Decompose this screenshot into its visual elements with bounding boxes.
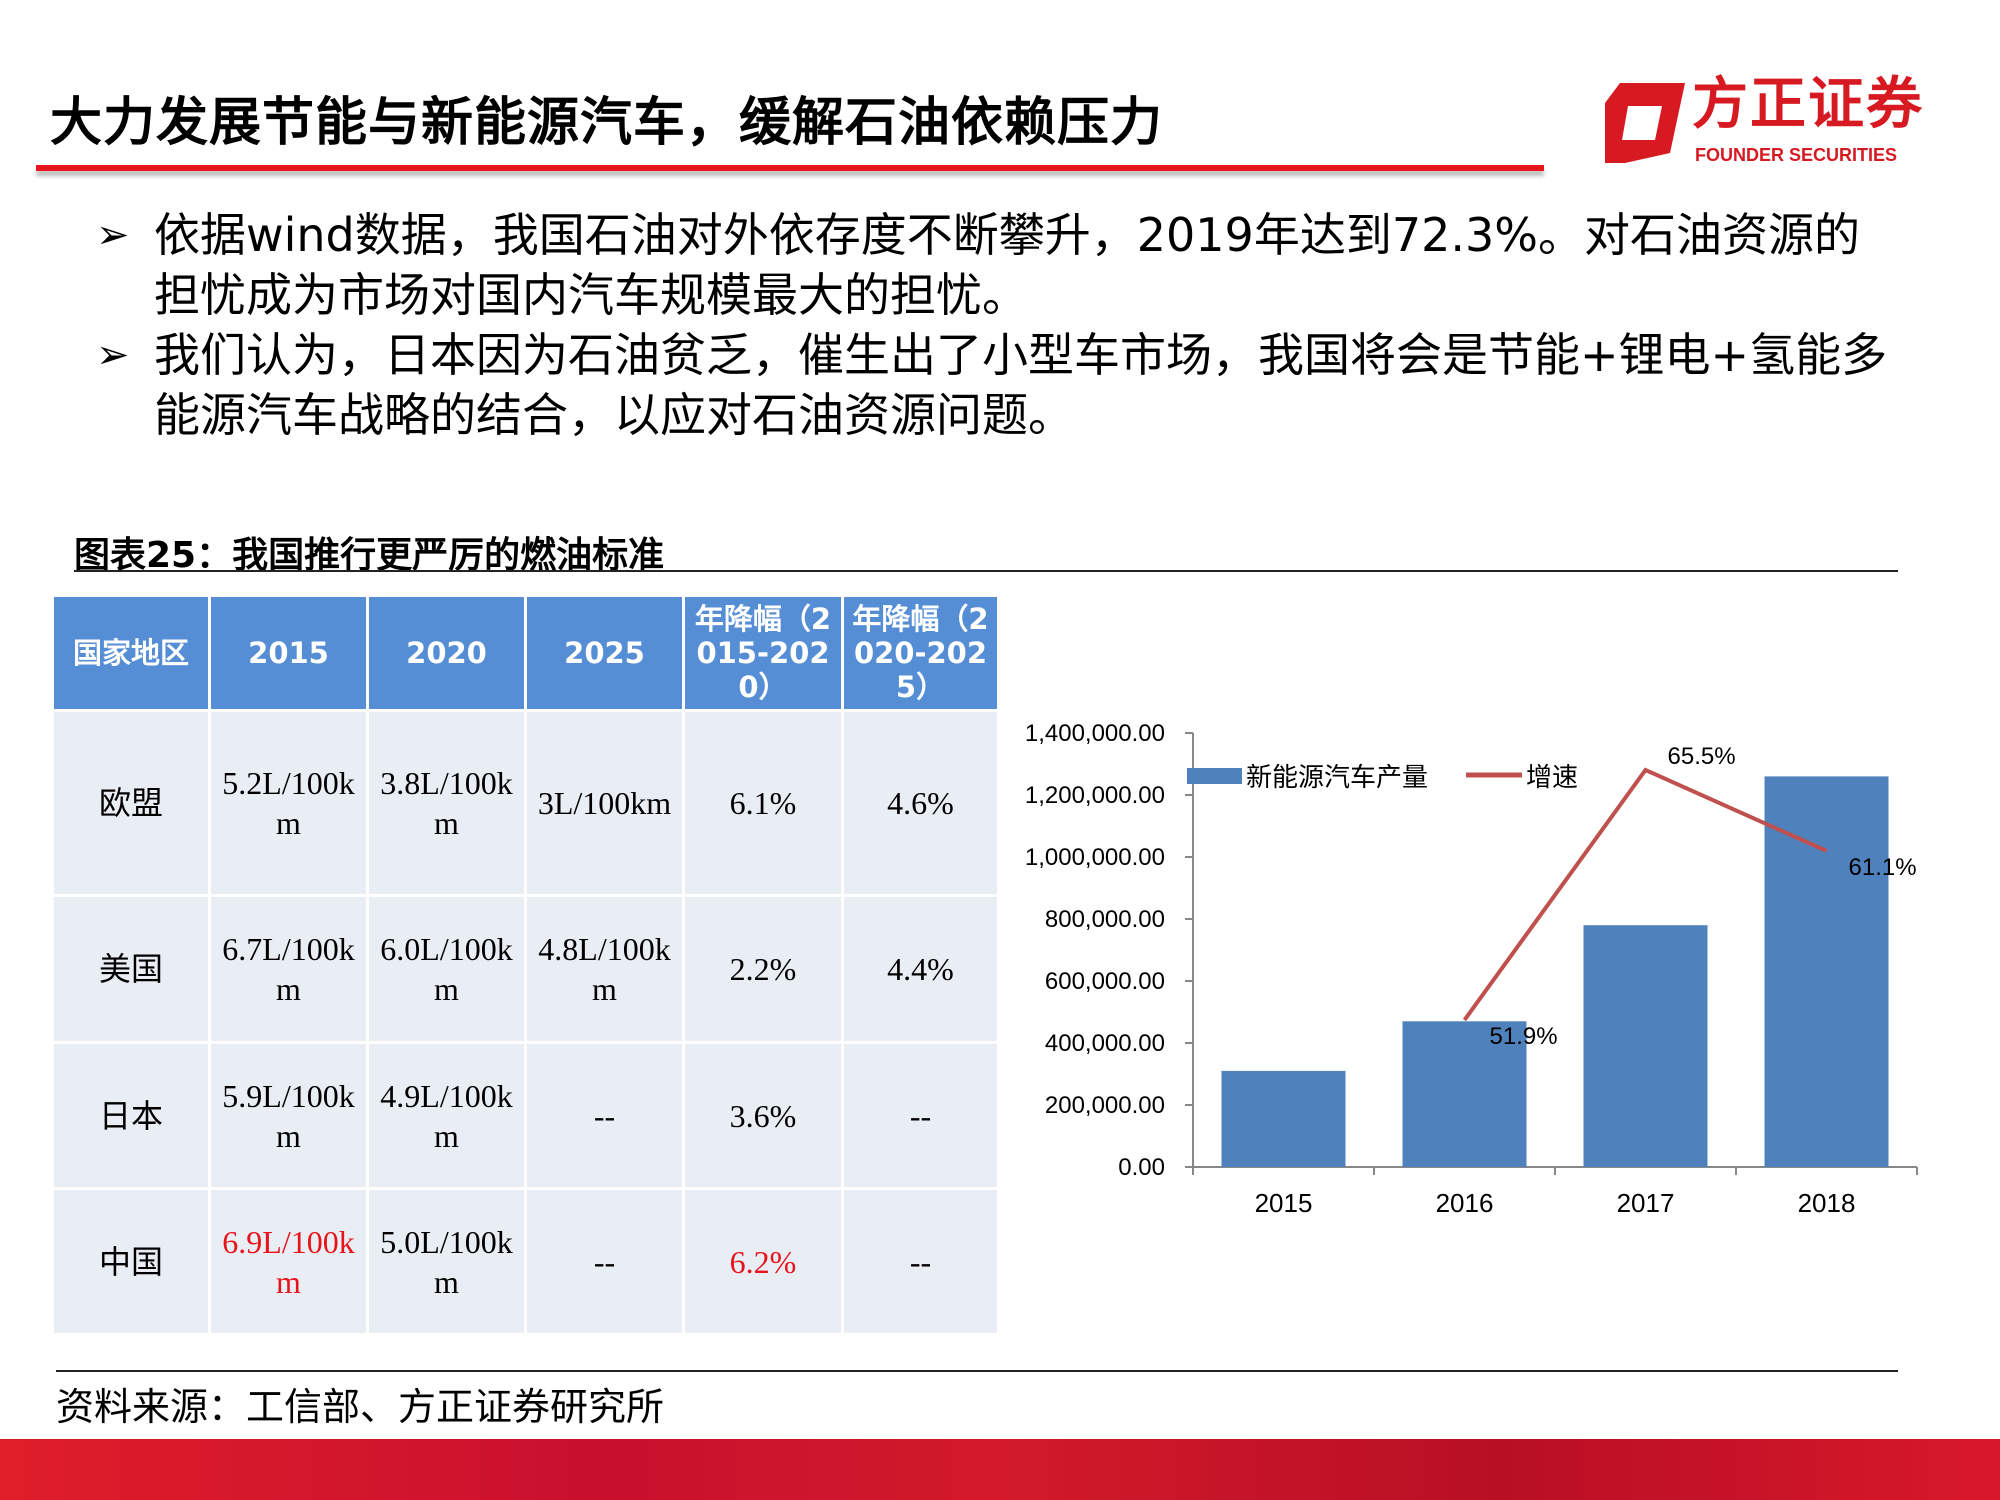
table-row: 欧盟 5.2L/100km 3.8L/100km 3L/100km 6.1% 4.6%: [51, 709, 1000, 897]
title-divider: [36, 165, 1544, 171]
x-tick-label: 2016: [1436, 1188, 1494, 1218]
x-tick-label: 2017: [1617, 1188, 1675, 1218]
y-tick-label: 200,000.00: [1045, 1092, 1165, 1119]
source-note: 资料来源：工信部、方正证券研究所: [56, 1385, 665, 1429]
page-title: 大力发展节能与新能源汽车，缓解石油依赖压力: [50, 93, 1164, 153]
table-cell: 4.4%: [841, 894, 1000, 1044]
bullet-list: ➢ 依据wind数据，我国石油对外依存度不断攀升，2019年达到72.3%。对石油…: [96, 205, 1896, 445]
table-cell: 6.2%: [682, 1187, 844, 1336]
y-tick-label: 800,000.00: [1045, 906, 1165, 933]
bar-2018: [1764, 776, 1889, 1167]
y-tick-label: 1,200,000.00: [1025, 782, 1165, 809]
table-cell: 3.8L/100km: [366, 709, 527, 897]
table-cell: 3.6%: [682, 1041, 844, 1190]
header-cell: 2020: [366, 594, 527, 712]
table-cell: 3L/100km: [524, 709, 685, 897]
bar-2016: [1402, 1021, 1527, 1167]
bullet-item: ➢ 依据wind数据，我国石油对外依存度不断攀升，2019年达到72.3%。对石油…: [96, 205, 1896, 325]
header-cell: 年降幅（2015-2020）: [682, 594, 844, 712]
bullet-item: ➢ 我们认为，日本因为石油贫乏，催生出了小型车市场，我国将会是节能+锂电+氢能多能…: [96, 325, 1896, 445]
bar-2015: [1221, 1070, 1346, 1167]
fuel-standard-table: 国家地区 2015 2020 2025 年降幅（2015-2020） 年降幅（2…: [51, 594, 1000, 1336]
y-tick-label: 400,000.00: [1045, 1030, 1165, 1057]
table-cell: 4.9L/100km: [366, 1041, 527, 1190]
header-cell: 2025: [524, 594, 685, 712]
bullet-text: 我们认为，日本因为石油贫乏，催生出了小型车市场，我国将会是节能+锂电+氢能多能源…: [154, 328, 1888, 442]
header-cell: 年降幅（2020-2025）: [841, 594, 1000, 712]
table-cell: --: [841, 1187, 1000, 1336]
logo: 方正证券 FOUNDER SECURITIES: [1600, 72, 1930, 168]
table-cell: 5.9L/100km: [208, 1041, 369, 1190]
header-cell: 国家地区: [51, 594, 211, 712]
logo-subtext: FOUNDER SECURITIES: [1695, 145, 1898, 165]
table-cell: 美国: [51, 894, 211, 1044]
table-cell: 4.8L/100km: [524, 894, 685, 1044]
table-cell: 4.6%: [841, 709, 1000, 897]
legend-label: 增速: [1526, 763, 1578, 793]
table-cell: 6.9L/100km: [208, 1187, 369, 1336]
y-tick-label: 0.00: [1118, 1154, 1165, 1181]
table-row: 日本 5.9L/100km 4.9L/100km -- 3.6% --: [51, 1041, 1000, 1190]
legend-label: 新能源汽车产量: [1246, 763, 1428, 793]
table-cell: 5.2L/100km: [208, 709, 369, 897]
logo-text: 方正证券: [1692, 72, 1924, 137]
table-cell: 6.0L/100km: [366, 894, 527, 1044]
bar-2017: [1583, 925, 1708, 1167]
table-cell: 6.7L/100km: [208, 894, 369, 1044]
bullet-text: 依据wind数据，我国石油对外依存度不断攀升，2019年达到72.3%。对石油资…: [154, 208, 1860, 322]
table-cell: 中国: [51, 1187, 211, 1336]
y-tick-label: 1,400,000.00: [1025, 720, 1165, 747]
legend-bar-swatch: [1187, 768, 1242, 784]
growth-label: 65.5%: [1668, 743, 1736, 770]
figure-divider: [74, 570, 1898, 572]
y-tick-label: 600,000.00: [1045, 968, 1165, 995]
table-row: 中国 6.9L/100km 5.0L/100km -- 6.2% --: [51, 1187, 1000, 1336]
y-tick-label: 1,000,000.00: [1025, 844, 1165, 871]
figure-title: 图表25：我国推行更严厉的燃油标准: [74, 535, 665, 576]
growth-label: 61.1%: [1849, 854, 1917, 881]
logo-mark-icon: [1605, 83, 1685, 163]
table-cell: 日本: [51, 1041, 211, 1190]
table-cell: 欧盟: [51, 709, 211, 897]
table-cell: 2.2%: [682, 894, 844, 1044]
table-cell: --: [524, 1187, 685, 1336]
table-cell: --: [524, 1041, 685, 1190]
growth-line: [1462, 767, 1828, 1022]
table-row: 美国 6.7L/100km 6.0L/100km 4.8L/100km 2.2% 4.4%: [51, 894, 1000, 1044]
source-divider: [56, 1370, 1898, 1372]
arrow-bullet-icon: ➢: [96, 212, 130, 258]
header-cell: 2015: [208, 594, 369, 712]
footer-band: [0, 1439, 2000, 1500]
arrow-bullet-icon: ➢: [96, 332, 130, 378]
table-cell: 6.1%: [682, 709, 844, 897]
growth-label: 51.9%: [1490, 1023, 1558, 1050]
table-cell: 5.0L/100km: [366, 1187, 527, 1336]
x-tick-label: 2018: [1798, 1188, 1856, 1218]
table-cell: --: [841, 1041, 1000, 1190]
x-tick-label: 2015: [1255, 1188, 1313, 1218]
